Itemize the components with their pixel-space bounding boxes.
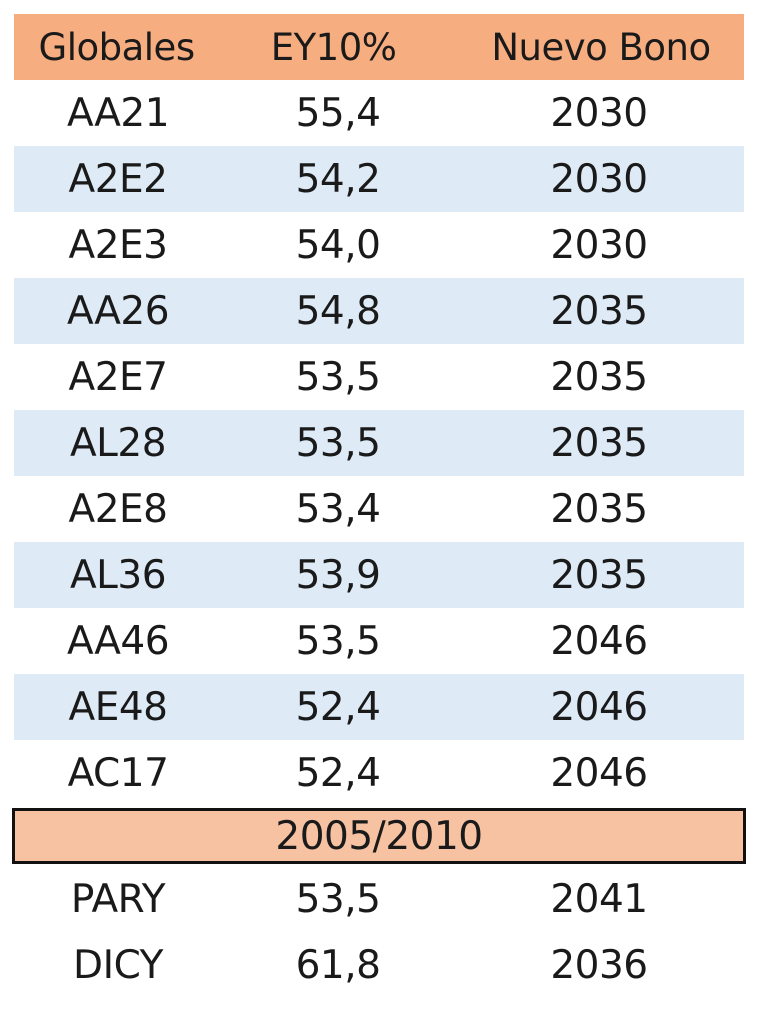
table-row: AL28 53,5 2035 <box>14 410 744 476</box>
bond-ey: 53,5 <box>295 354 381 400</box>
bond-name: DICY <box>73 942 163 988</box>
bond-ey: 53,5 <box>295 876 381 922</box>
bond-table: Globales EY10% Nuevo Bono AA21 55,4 2030… <box>12 14 746 998</box>
bond-new: 2046 <box>550 618 648 664</box>
header-nuevo-bono: Nuevo Bono <box>491 25 711 69</box>
table-row: DICY 61,8 2036 <box>14 932 744 998</box>
bond-ey: 53,9 <box>295 552 381 598</box>
bond-name: AA26 <box>66 288 170 334</box>
bond-ey: 52,4 <box>295 750 381 796</box>
section-header-2005-2010: 2005/2010 <box>12 808 746 864</box>
table-row: AA26 54,8 2035 <box>14 278 744 344</box>
bond-name: A2E2 <box>68 156 168 202</box>
table-row: AL36 53,9 2035 <box>14 542 744 608</box>
bond-name: AL28 <box>69 420 167 466</box>
table-row: A2E7 53,5 2035 <box>14 344 744 410</box>
bond-new: 2030 <box>550 90 648 136</box>
bond-ey: 55,4 <box>295 90 381 136</box>
bond-new: 2046 <box>550 750 648 796</box>
bond-ey: 53,5 <box>295 420 381 466</box>
bond-name: AA46 <box>66 618 170 664</box>
bond-name: AL36 <box>69 552 167 598</box>
bond-new: 2035 <box>550 420 648 466</box>
table-row: AA21 55,4 2030 <box>14 80 744 146</box>
section-label: 2005/2010 <box>275 813 483 859</box>
bond-name: AC17 <box>67 750 169 796</box>
bond-ey: 53,4 <box>295 486 381 532</box>
bond-ey: 61,8 <box>295 942 381 988</box>
bond-new: 2035 <box>550 354 648 400</box>
table-row: A2E3 54,0 2030 <box>14 212 744 278</box>
table-row: A2E2 54,2 2030 <box>14 146 744 212</box>
bond-new: 2030 <box>550 222 648 268</box>
header-globales: Globales <box>38 25 196 69</box>
header-ey10: EY10% <box>270 25 397 69</box>
bond-name: A2E3 <box>68 222 168 268</box>
bond-name: PARY <box>70 876 166 922</box>
table-header: Globales EY10% Nuevo Bono <box>14 14 744 80</box>
bond-name: AA21 <box>66 90 170 136</box>
table-row: AE48 52,4 2046 <box>14 674 744 740</box>
bond-new: 2041 <box>550 876 648 922</box>
bond-new: 2036 <box>550 942 648 988</box>
bond-name: A2E8 <box>68 486 168 532</box>
bond-ey: 54,2 <box>295 156 381 202</box>
table-row: AA46 53,5 2046 <box>14 608 744 674</box>
table-row: AC17 52,4 2046 <box>14 740 744 806</box>
bond-ey: 52,4 <box>295 684 381 730</box>
bond-new: 2030 <box>550 156 648 202</box>
bond-name: A2E7 <box>68 354 168 400</box>
bond-new: 2035 <box>550 288 648 334</box>
bond-new: 2035 <box>550 552 648 598</box>
bond-ey: 54,0 <box>295 222 381 268</box>
bond-ey: 53,5 <box>295 618 381 664</box>
table-row: A2E8 53,4 2035 <box>14 476 744 542</box>
bond-new: 2035 <box>550 486 648 532</box>
table-row: PARY 53,5 2041 <box>14 866 744 932</box>
bond-name: AE48 <box>68 684 168 730</box>
bond-new: 2046 <box>550 684 648 730</box>
bond-ey: 54,8 <box>295 288 381 334</box>
